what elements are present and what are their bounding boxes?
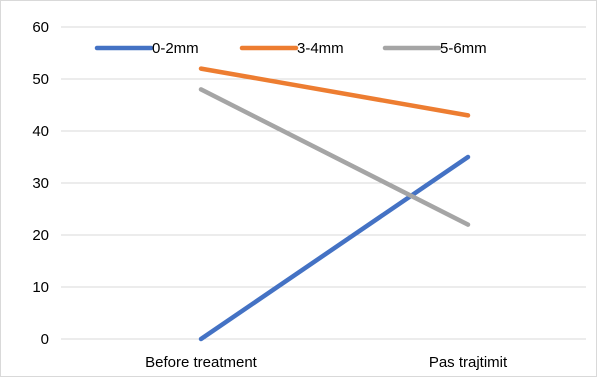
x-tick-label: Before treatment	[145, 354, 258, 371]
series-line-0-2mm	[198, 154, 471, 342]
y-tick-label: 30	[32, 175, 49, 192]
gridlines	[61, 26, 586, 340]
series-lines	[198, 66, 471, 342]
x-axis-ticks: Before treatment Pas trajtimit	[145, 354, 508, 371]
legend: 0-2mm 3-4mm 5-6mm	[94, 40, 487, 57]
y-axis-ticks: 0 10 20 30 40 50 60	[32, 19, 49, 348]
series-line-3-4mm	[198, 66, 471, 118]
legend-label: 0-2mm	[152, 40, 199, 57]
y-tick-label: 60	[32, 19, 49, 36]
legend-label: 5-6mm	[440, 40, 487, 57]
y-tick-label: 40	[32, 123, 49, 140]
y-tick-label: 10	[32, 279, 49, 296]
legend-label: 3-4mm	[297, 40, 344, 57]
y-tick-label: 50	[32, 71, 49, 88]
y-tick-label: 20	[32, 227, 49, 244]
y-tick-label: 0	[41, 331, 49, 348]
series-line-5-6mm	[198, 87, 471, 227]
x-tick-label: Pas trajtimit	[429, 354, 508, 371]
